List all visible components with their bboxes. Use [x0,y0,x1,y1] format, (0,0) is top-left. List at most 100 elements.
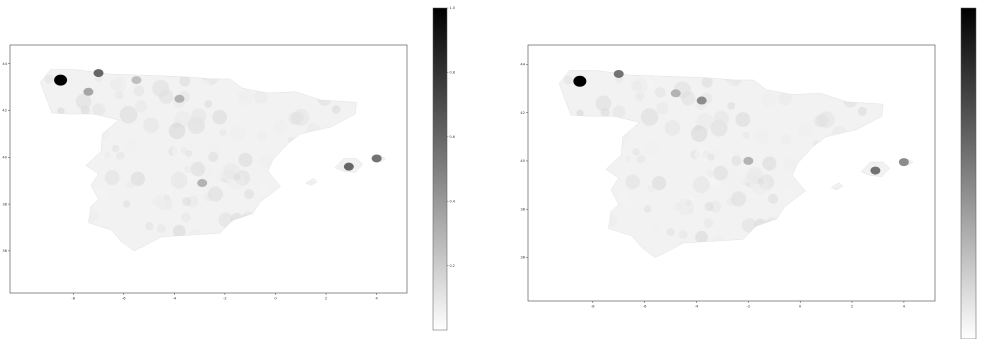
y-tick-label: 36 [520,256,525,260]
municipality-patch [122,200,131,208]
y-tick-label: 44 [520,63,525,67]
municipality-patch [652,224,661,233]
municipality-patch [238,152,253,167]
municipality-patch [144,176,162,194]
municipality-patch [156,224,166,234]
municipality-patch [735,112,751,127]
municipality-patch [182,196,192,207]
municipality-patch [258,183,271,196]
municipality-patch [660,154,674,169]
colorbar-tick-label: 1.0 [450,6,455,10]
municipality-patch [133,85,145,97]
municipality-patch [595,95,612,112]
municipality-patch [256,131,268,142]
municipality-patch [123,137,138,153]
x-tick-label: 0 [799,305,802,309]
municipality-patch [713,165,728,181]
municipality-patch [253,90,268,104]
municipality-patch [731,191,747,207]
y-tick-label: 38 [520,207,525,211]
municipality-patch [741,218,757,233]
municipality-patch [57,107,65,115]
municipality-patch [563,75,573,85]
municipality-patch [680,91,696,106]
municipality-patch [111,144,120,153]
x-tick-label: 4 [903,305,906,309]
x-tick-label: -4 [695,305,699,309]
colorbar [960,7,977,339]
x-tick-label: -6 [643,305,647,309]
municipality-patch [240,92,248,101]
highlighted-region [197,179,208,188]
municipality-patch [713,110,730,127]
municipality-patch [631,80,642,92]
municipality-patch [191,108,207,124]
municipality-patch [204,100,213,108]
highlighted-region [743,156,754,165]
municipality-patch [694,124,702,132]
municipality-patch [712,148,722,158]
colorbar-tick-label: 0.6 [450,135,455,139]
municipality-patch [114,90,124,100]
x-axis-ticks: -8 -6 -4 -2 0 2 4 [591,301,906,309]
x-tick-label: -8 [71,297,75,301]
municipality-patch [290,111,304,125]
municipality-patch [181,212,191,223]
municipality-patch [587,93,594,101]
municipality-patch [207,186,223,202]
municipality-patch [764,94,772,103]
highlighted-region [131,76,142,85]
municipality-patch [656,102,669,115]
mainland-spain [558,70,884,258]
municipality-patch [179,75,191,87]
municipality-patch [638,162,647,171]
municipality-patch [678,230,688,239]
municipality-patch [96,186,111,200]
colorbar-tick-label: 0.8 [450,71,455,75]
municipality-patch [200,79,211,91]
municipality-patch [635,92,645,101]
map-figure-right: -8 -6 -4 -2 0 2 4 36 38 40 42 44 [520,7,977,339]
municipality-patch [695,230,708,244]
highlighted-region [93,69,104,78]
region-highlights [54,69,382,188]
highlighted-region [174,94,185,103]
municipality-patch [243,188,255,200]
municipality-patch [218,212,233,227]
municipality-patch [576,109,584,118]
municipality-patch [172,224,186,238]
x-tick-label: -8 [591,305,595,309]
municipality-patch [130,171,146,186]
y-tick-label: 40 [2,156,7,160]
municipality-patch [762,156,777,171]
municipality-patch [625,174,641,190]
municipality-patch [644,141,659,156]
municipality-patch [172,143,188,160]
municipality-patch [666,228,675,237]
municipality-patch [781,133,792,145]
municipality-patch [701,76,713,88]
municipality-patch [692,176,710,194]
y-axis-ticks: 36 38 40 42 44 [2,62,10,253]
x-tick-label: 2 [851,305,853,309]
municipality-patch [624,155,632,162]
highlighted-region [670,89,681,98]
highlighted-region [696,96,707,105]
colorbar-gradient [960,7,977,339]
municipality-patch [703,218,714,228]
municipality-patch [135,100,148,113]
municipality-patch [145,222,154,231]
map-panel-right: -8 -6 -4 -2 0 2 4 36 38 40 42 44 [500,0,981,339]
municipality-patch [666,134,679,147]
municipality-patch [75,93,92,110]
municipality-patch [694,147,711,163]
municipality-patch [189,144,199,154]
municipality-patch [798,122,813,138]
highlighted-region [573,75,587,87]
municipality-patch [768,193,779,204]
municipality-patch [185,150,193,158]
highlighted-region [83,87,94,96]
municipality-patch [233,173,241,181]
municipality-patch [219,128,227,137]
map-figure-left: -8 -6 -4 -2 0 2 4 36 38 40 42 44 0.2 0.4 0.6 0.8 1.0 [2,6,455,331]
